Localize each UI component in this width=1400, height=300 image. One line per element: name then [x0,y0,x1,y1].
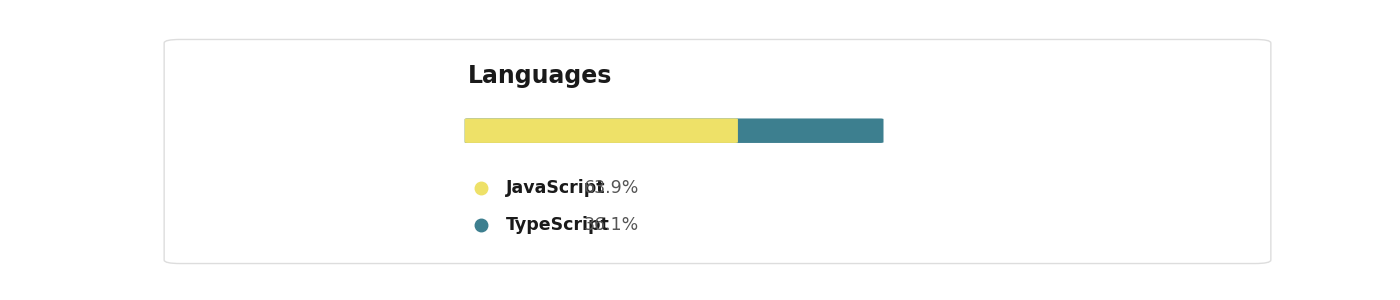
FancyBboxPatch shape [465,118,738,143]
FancyBboxPatch shape [465,118,883,143]
Text: TypeScript: TypeScript [505,216,609,234]
Text: 36.1%: 36.1% [584,216,640,234]
Text: JavaScript: JavaScript [505,179,605,197]
FancyBboxPatch shape [164,40,1271,263]
Text: 63.9%: 63.9% [584,179,640,197]
Text: Languages: Languages [468,64,612,88]
